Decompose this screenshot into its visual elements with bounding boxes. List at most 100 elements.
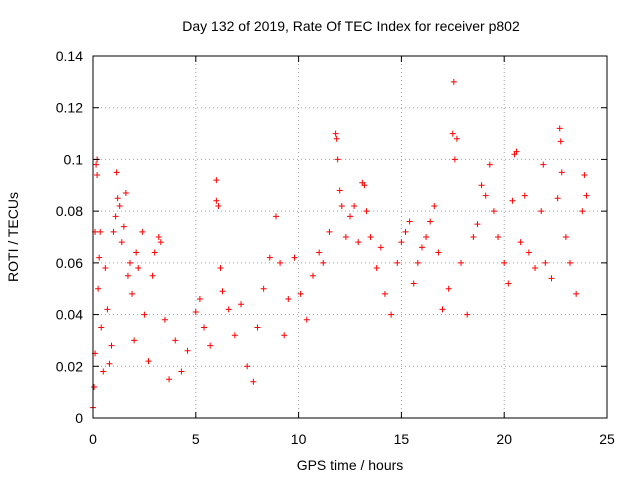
data-point	[172, 337, 179, 344]
data-point	[219, 288, 226, 295]
data-point	[192, 308, 199, 315]
data-point	[532, 265, 539, 272]
data-point	[557, 138, 564, 145]
data-point	[139, 228, 146, 235]
data-point	[342, 234, 349, 240]
data-point	[478, 182, 485, 189]
data-point	[151, 249, 158, 256]
data-point	[116, 202, 123, 209]
data-point	[334, 156, 341, 163]
data-point	[509, 197, 516, 204]
data-point	[112, 213, 119, 220]
data-point	[106, 360, 113, 367]
data-point	[548, 275, 555, 282]
data-point	[505, 280, 512, 287]
data-point	[333, 135, 340, 142]
data-point	[470, 234, 477, 240]
data-point	[495, 234, 502, 240]
data-point	[451, 156, 458, 163]
data-point	[98, 324, 105, 331]
data-point	[517, 239, 524, 246]
data-point	[332, 130, 339, 137]
data-point	[445, 285, 452, 292]
data-point	[583, 192, 590, 199]
plot-frame	[92, 55, 608, 419]
data-point	[100, 368, 107, 375]
data-point	[231, 332, 238, 339]
data-point	[423, 234, 430, 240]
data-point	[501, 259, 508, 266]
data-point	[272, 213, 279, 220]
data-point	[131, 337, 138, 344]
data-point	[394, 259, 401, 266]
data-point	[129, 290, 136, 297]
data-point	[351, 202, 358, 209]
data-point	[367, 234, 374, 240]
x-tick-label: 5	[192, 431, 200, 447]
data-point	[562, 234, 569, 240]
y-axis-label: ROTI / TECUs	[5, 192, 21, 282]
data-point	[213, 197, 220, 204]
y-tick-label: 0.08	[56, 203, 83, 219]
data-point	[91, 383, 98, 390]
data-point	[161, 316, 168, 323]
data-point	[347, 213, 353, 220]
data-point	[490, 208, 497, 215]
x-axis-label: GPS time / hours	[297, 457, 404, 473]
data-point	[133, 249, 140, 256]
x-tick-labels: 0 5 10 15 20 25	[89, 431, 615, 447]
data-point	[303, 316, 310, 323]
data-point	[482, 192, 489, 199]
data-point	[513, 148, 520, 155]
data-point	[291, 254, 298, 261]
data-point	[297, 290, 304, 297]
data-point	[120, 223, 127, 230]
data-point	[108, 342, 115, 349]
data-point	[338, 202, 345, 209]
data-point	[406, 218, 413, 225]
data-point	[388, 311, 395, 318]
data-point	[93, 161, 100, 168]
data-point	[127, 259, 134, 266]
data-point	[141, 311, 148, 318]
data-point	[566, 259, 573, 266]
data-point	[225, 306, 232, 313]
grid-lines	[93, 56, 607, 418]
data-point	[178, 368, 185, 375]
data-point	[326, 228, 333, 235]
data-point	[458, 259, 465, 266]
data-point	[402, 228, 409, 235]
data-point	[309, 272, 316, 279]
data-point	[474, 221, 481, 228]
data-point	[363, 208, 370, 215]
data-point	[377, 244, 384, 251]
data-point	[435, 249, 442, 256]
data-point	[114, 195, 121, 202]
data-point	[542, 259, 549, 266]
x-tick-label: 10	[291, 431, 307, 447]
data-point	[102, 265, 109, 272]
data-point	[118, 239, 125, 246]
data-point	[464, 311, 471, 318]
data-point	[554, 195, 561, 202]
data-point	[124, 272, 131, 279]
data-point	[213, 177, 220, 184]
data-point	[281, 332, 288, 339]
data-point	[94, 171, 101, 178]
x-tick-label: 0	[89, 431, 97, 447]
data-point	[266, 254, 273, 261]
data-point	[525, 249, 532, 256]
y-tick-label: 0.02	[56, 358, 83, 374]
data-point	[414, 259, 421, 266]
data-point	[538, 208, 545, 215]
data-point	[145, 358, 152, 365]
data-point	[486, 161, 493, 168]
data-point	[336, 187, 343, 194]
data-point	[361, 182, 368, 189]
data-points	[90, 78, 590, 411]
data-point	[95, 285, 102, 292]
data-point	[277, 259, 284, 266]
data-point	[149, 272, 156, 279]
data-point	[157, 239, 164, 246]
